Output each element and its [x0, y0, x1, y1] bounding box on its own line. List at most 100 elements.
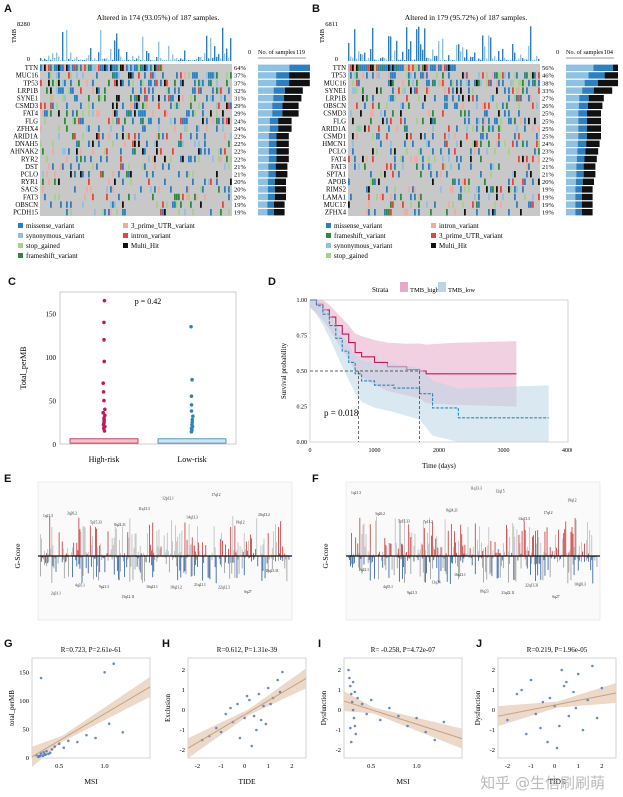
mutation-cell: [454, 148, 456, 155]
count-bar: [581, 193, 593, 201]
amp-bar: [520, 553, 522, 556]
amp-bar: [456, 552, 457, 556]
amp-bar: [71, 552, 72, 556]
x-tick: 3000: [498, 448, 510, 454]
mutation-cell: [190, 102, 192, 109]
del-bar: [537, 556, 539, 576]
mutation-cell: [118, 171, 120, 178]
mutation-cell: [498, 140, 500, 147]
del-bar: [463, 556, 465, 559]
data-point: [248, 698, 251, 702]
amp-bar: [188, 524, 190, 556]
del-bar: [444, 556, 446, 572]
amp-bar: [122, 526, 123, 556]
mutation-cell: [130, 64, 132, 71]
mutation-cell: [228, 140, 230, 147]
amp-bar: [369, 524, 371, 556]
mutation-cell: [182, 193, 184, 201]
mutation-cell: [434, 155, 436, 163]
amp-bar: [397, 548, 399, 556]
mutation-cell: [480, 171, 482, 178]
mutation-cell: [44, 102, 46, 109]
y-axis-label: Total_perMB: [19, 347, 28, 390]
mutation-cell: [384, 110, 386, 117]
mutation-cell: [384, 64, 386, 71]
mutation-cell: [390, 201, 392, 208]
legend-swatch: [123, 233, 128, 238]
count-bar: [566, 87, 583, 94]
count-bar: [258, 186, 268, 193]
gene-label: CSMD3: [323, 111, 346, 118]
mutation-cell: [512, 171, 514, 178]
mutation-cell: [406, 125, 408, 132]
mutation-cell: [140, 186, 142, 193]
tmb-bar: [176, 58, 178, 61]
del-bar: [144, 556, 145, 582]
del-bar: [449, 556, 451, 584]
mutation-cell: [362, 72, 364, 79]
mutation-cell: [126, 171, 128, 178]
legend-swatch: [400, 282, 408, 292]
mutation-cell: [394, 148, 396, 155]
y-tick: 0: [492, 707, 495, 714]
amp-bar: [67, 547, 68, 556]
mutation-cell: [430, 171, 432, 178]
count-bar: [588, 72, 605, 79]
data-point: [541, 700, 545, 704]
tmb-bar: [50, 59, 52, 61]
mutation-cell: [142, 79, 144, 87]
tmb-bar: [158, 41, 160, 61]
mutation-cell: [414, 155, 416, 163]
mutation-cell: [410, 201, 412, 208]
y-tick: -2: [490, 747, 495, 754]
mutation-cell: [108, 64, 110, 71]
amp-bar: [242, 551, 244, 556]
del-bar: [194, 556, 196, 565]
amp-bar: [152, 522, 154, 556]
del-bar: [96, 556, 97, 577]
data-point: [555, 746, 559, 750]
mutation-cell: [122, 79, 124, 87]
mutation-cell: [114, 72, 116, 79]
amp-bar: [562, 538, 564, 556]
mutation-cell: [362, 155, 364, 163]
x-tick: 1000: [369, 448, 381, 454]
mutation-cell: [192, 72, 194, 79]
x-tick: 2: [290, 763, 293, 770]
gene-label: TTN: [25, 65, 38, 72]
del-bar: [424, 556, 426, 583]
x-tick: 2000: [433, 448, 445, 454]
tmb-bar: [444, 59, 446, 61]
mutation-cell: [394, 155, 396, 163]
mutation-cell: [158, 117, 160, 125]
mutation-cell: [58, 133, 60, 140]
del-bar: [116, 556, 118, 571]
box: [157, 438, 227, 444]
amp-bar: [73, 542, 75, 556]
del-bar: [191, 556, 193, 576]
mutation-cell: [40, 79, 42, 87]
mutation-cell: [132, 64, 134, 71]
outlier-point: [189, 409, 194, 413]
del-bar: [209, 556, 211, 580]
mutation-cell: [420, 148, 422, 155]
mutation-cell: [402, 155, 404, 163]
amp-bar: [230, 526, 232, 556]
mutation-cell: [426, 79, 428, 87]
del-bar: [500, 556, 502, 567]
del-bar: [230, 556, 232, 563]
mutation-cell: [160, 79, 162, 87]
y-tick: 0.25: [297, 405, 308, 411]
tmb-bar: [486, 58, 488, 61]
mutation-cell: [412, 79, 414, 87]
mutation-cell: [58, 110, 60, 117]
amp-bar: [66, 553, 67, 556]
mutation-cell: [404, 64, 406, 71]
mutation-cell: [194, 87, 196, 94]
mutation-cell: [222, 110, 224, 117]
mutation-cell: [196, 125, 198, 132]
mutation-cell: [162, 64, 164, 71]
amp-bar: [488, 527, 490, 556]
y-tick: 0: [26, 755, 29, 762]
